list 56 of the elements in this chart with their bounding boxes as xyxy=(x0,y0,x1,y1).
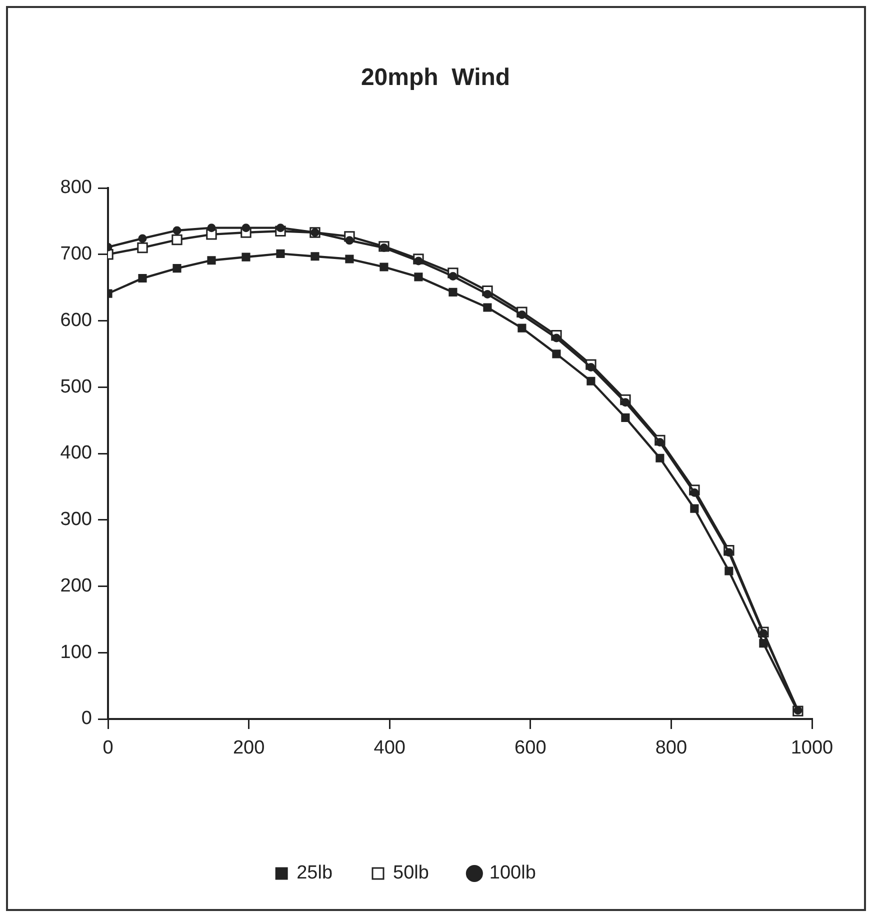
point xyxy=(310,252,320,261)
y-tick-label: 600 xyxy=(60,310,92,331)
point xyxy=(414,272,423,282)
chart-title: 20mph Wind xyxy=(360,64,512,92)
point xyxy=(586,376,596,386)
x-tick-label: 600 xyxy=(514,738,546,759)
point xyxy=(138,234,147,243)
point xyxy=(518,324,526,332)
point xyxy=(518,310,526,320)
point xyxy=(690,504,699,513)
point xyxy=(172,226,182,235)
point xyxy=(172,234,182,246)
y-tick-label: 0 xyxy=(81,708,92,730)
x-tick-label: 800 xyxy=(655,738,688,759)
point xyxy=(724,566,734,576)
point xyxy=(207,256,216,265)
point xyxy=(414,256,423,266)
point xyxy=(345,236,354,245)
y-tick-label: 500 xyxy=(60,376,92,398)
point xyxy=(552,350,561,358)
legend-label: 100lb xyxy=(489,862,536,884)
point xyxy=(724,548,734,557)
point xyxy=(138,274,147,283)
point xyxy=(621,398,630,407)
x-tick-label: 1000 xyxy=(790,738,834,759)
y-tick-label: 700 xyxy=(60,244,92,265)
legend-label: 25lb xyxy=(296,862,333,884)
point xyxy=(656,438,664,446)
y-tick-label: 300 xyxy=(60,509,92,530)
point xyxy=(207,224,216,232)
x-tick-label: 200 xyxy=(232,738,265,759)
point xyxy=(242,224,250,232)
y-tick-label: 400 xyxy=(60,442,92,464)
x-tick-label: 400 xyxy=(374,738,406,759)
point xyxy=(242,252,250,262)
point xyxy=(656,454,664,462)
point xyxy=(345,254,354,264)
point xyxy=(552,334,561,342)
y-tick-label: 800 xyxy=(60,177,92,198)
point xyxy=(448,288,458,296)
point xyxy=(448,272,458,281)
x-tick-label: 0 xyxy=(102,738,114,759)
point xyxy=(172,264,182,273)
point xyxy=(621,413,630,422)
y-tick-label: 200 xyxy=(60,575,92,596)
y-tick-label: 100 xyxy=(60,642,92,663)
point xyxy=(483,290,492,298)
point xyxy=(276,224,285,232)
point xyxy=(483,303,492,312)
point xyxy=(137,242,148,254)
point xyxy=(276,249,285,258)
point xyxy=(586,362,596,372)
point xyxy=(690,488,699,497)
legend-label: 50lb xyxy=(393,862,429,884)
point xyxy=(380,262,388,272)
point xyxy=(759,629,768,638)
